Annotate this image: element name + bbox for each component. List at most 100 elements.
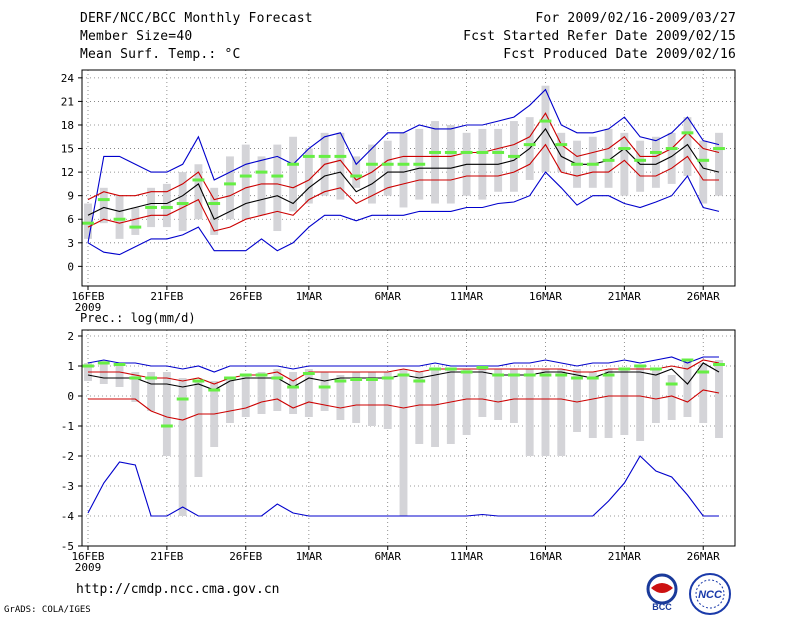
spread-box <box>651 369 660 423</box>
y-tick-label: 1 <box>67 360 74 373</box>
spread-box <box>446 369 455 444</box>
median-marker <box>129 376 142 380</box>
median-marker <box>97 198 110 202</box>
median-marker <box>97 361 110 365</box>
median-marker <box>381 162 394 166</box>
x-tick-label: 26FEB <box>229 550 262 563</box>
median-marker <box>649 150 662 154</box>
spread-box <box>683 360 692 417</box>
median-marker <box>602 158 615 162</box>
plot-frame <box>81 329 736 547</box>
source-url[interactable]: http://cmdp.ncc.cma.gov.cn <box>76 582 280 597</box>
spread-box <box>525 369 534 456</box>
median-marker <box>334 379 347 383</box>
x-tick-label: 1MAR <box>296 550 323 563</box>
median-marker <box>224 182 236 186</box>
spread-box <box>604 369 613 438</box>
spread-box <box>368 144 376 204</box>
median-marker <box>476 150 489 154</box>
median-marker <box>586 162 599 166</box>
spread-box <box>368 372 376 426</box>
chart-panel-2: Prec.: log(mm/d) -5 -4 -3 -2 -1 0 1 2 16FEB 21FEB 2… <box>61 311 736 574</box>
median-marker <box>82 364 94 368</box>
median-marker <box>618 367 631 371</box>
spread-box <box>667 132 676 184</box>
median-marker <box>318 154 331 158</box>
forecast-period: For 2009/02/16-2009/03/27 <box>535 11 736 26</box>
spread-box <box>541 369 550 456</box>
variable-label: Mean Surf. Temp.: °C <box>80 47 241 62</box>
spread-box <box>509 369 518 423</box>
series-line-lower <box>87 143 719 232</box>
median-marker <box>523 143 536 147</box>
x-tick-label: 16FEB <box>71 290 104 303</box>
median-marker <box>508 154 520 158</box>
spread-box <box>131 207 140 235</box>
series-line-lower <box>88 389 720 421</box>
median-marker <box>145 376 158 380</box>
median-marker <box>302 372 315 375</box>
median-marker <box>444 150 457 154</box>
median-marker <box>239 373 252 377</box>
spread-box <box>636 140 645 192</box>
series-line-max <box>87 356 719 373</box>
spread-box <box>588 372 597 438</box>
spread-box <box>194 381 203 477</box>
y-tick-label: 18 <box>61 119 74 132</box>
series-line-upper <box>88 359 720 385</box>
bcc-logo: BCC <box>646 573 678 612</box>
spread-box <box>604 128 613 188</box>
spread-box <box>273 144 282 232</box>
spread-box <box>178 378 187 516</box>
x-tick-label: 11MAR <box>450 290 483 303</box>
median-marker <box>239 174 252 178</box>
x-tick-label: 21FEB <box>150 550 183 563</box>
median-marker <box>476 366 489 369</box>
median-marker <box>413 379 426 383</box>
median-marker <box>224 376 236 380</box>
median-marker <box>649 367 662 371</box>
median-marker <box>555 373 568 377</box>
median-marker <box>697 370 710 374</box>
spread-box <box>699 140 708 204</box>
median-marker <box>681 131 694 135</box>
median-marker <box>287 162 299 166</box>
ncc-logo: NCC <box>689 573 731 615</box>
spread-box <box>115 195 124 239</box>
median-marker <box>255 170 268 174</box>
grads-credit: GrADS: COLA/IGES <box>4 605 91 615</box>
median-marker <box>366 162 378 166</box>
x-tick-label: 16FEB <box>71 550 104 563</box>
spread-box <box>241 144 250 220</box>
y-tick-label: -5 <box>61 540 74 553</box>
spread-box <box>494 369 503 420</box>
member-size: Member Size=40 <box>80 29 193 44</box>
y-tick-label: -3 <box>61 480 74 493</box>
spread-box <box>699 363 708 423</box>
median-marker <box>618 147 631 151</box>
median-marker <box>397 162 410 166</box>
y-tick-label: -1 <box>61 420 74 433</box>
median-marker <box>460 370 473 374</box>
spread-box <box>84 203 92 239</box>
median-marker <box>113 363 126 366</box>
median-marker <box>634 364 647 368</box>
y-tick-label: -4 <box>61 510 75 523</box>
x-tick-label: 26MAR <box>687 290 720 303</box>
spread-box <box>383 372 392 429</box>
median-marker <box>160 424 173 428</box>
x-tick-label: 11MAR <box>450 550 483 563</box>
spread-box <box>667 375 676 420</box>
y-tick-label: -2 <box>61 450 74 463</box>
median-marker <box>634 158 647 162</box>
chart-title: DERF/NCC/BCC Monthly Forecast <box>80 11 313 26</box>
median-marker <box>492 150 505 154</box>
median-marker <box>176 397 189 401</box>
x-tick-label: 16MAR <box>529 550 562 563</box>
spread-box <box>289 136 298 212</box>
ncc-logo-text: NCC <box>698 589 723 601</box>
spread-box <box>210 187 219 235</box>
spread-box <box>304 148 313 204</box>
spread-box <box>620 369 629 435</box>
spread-box <box>415 372 424 444</box>
